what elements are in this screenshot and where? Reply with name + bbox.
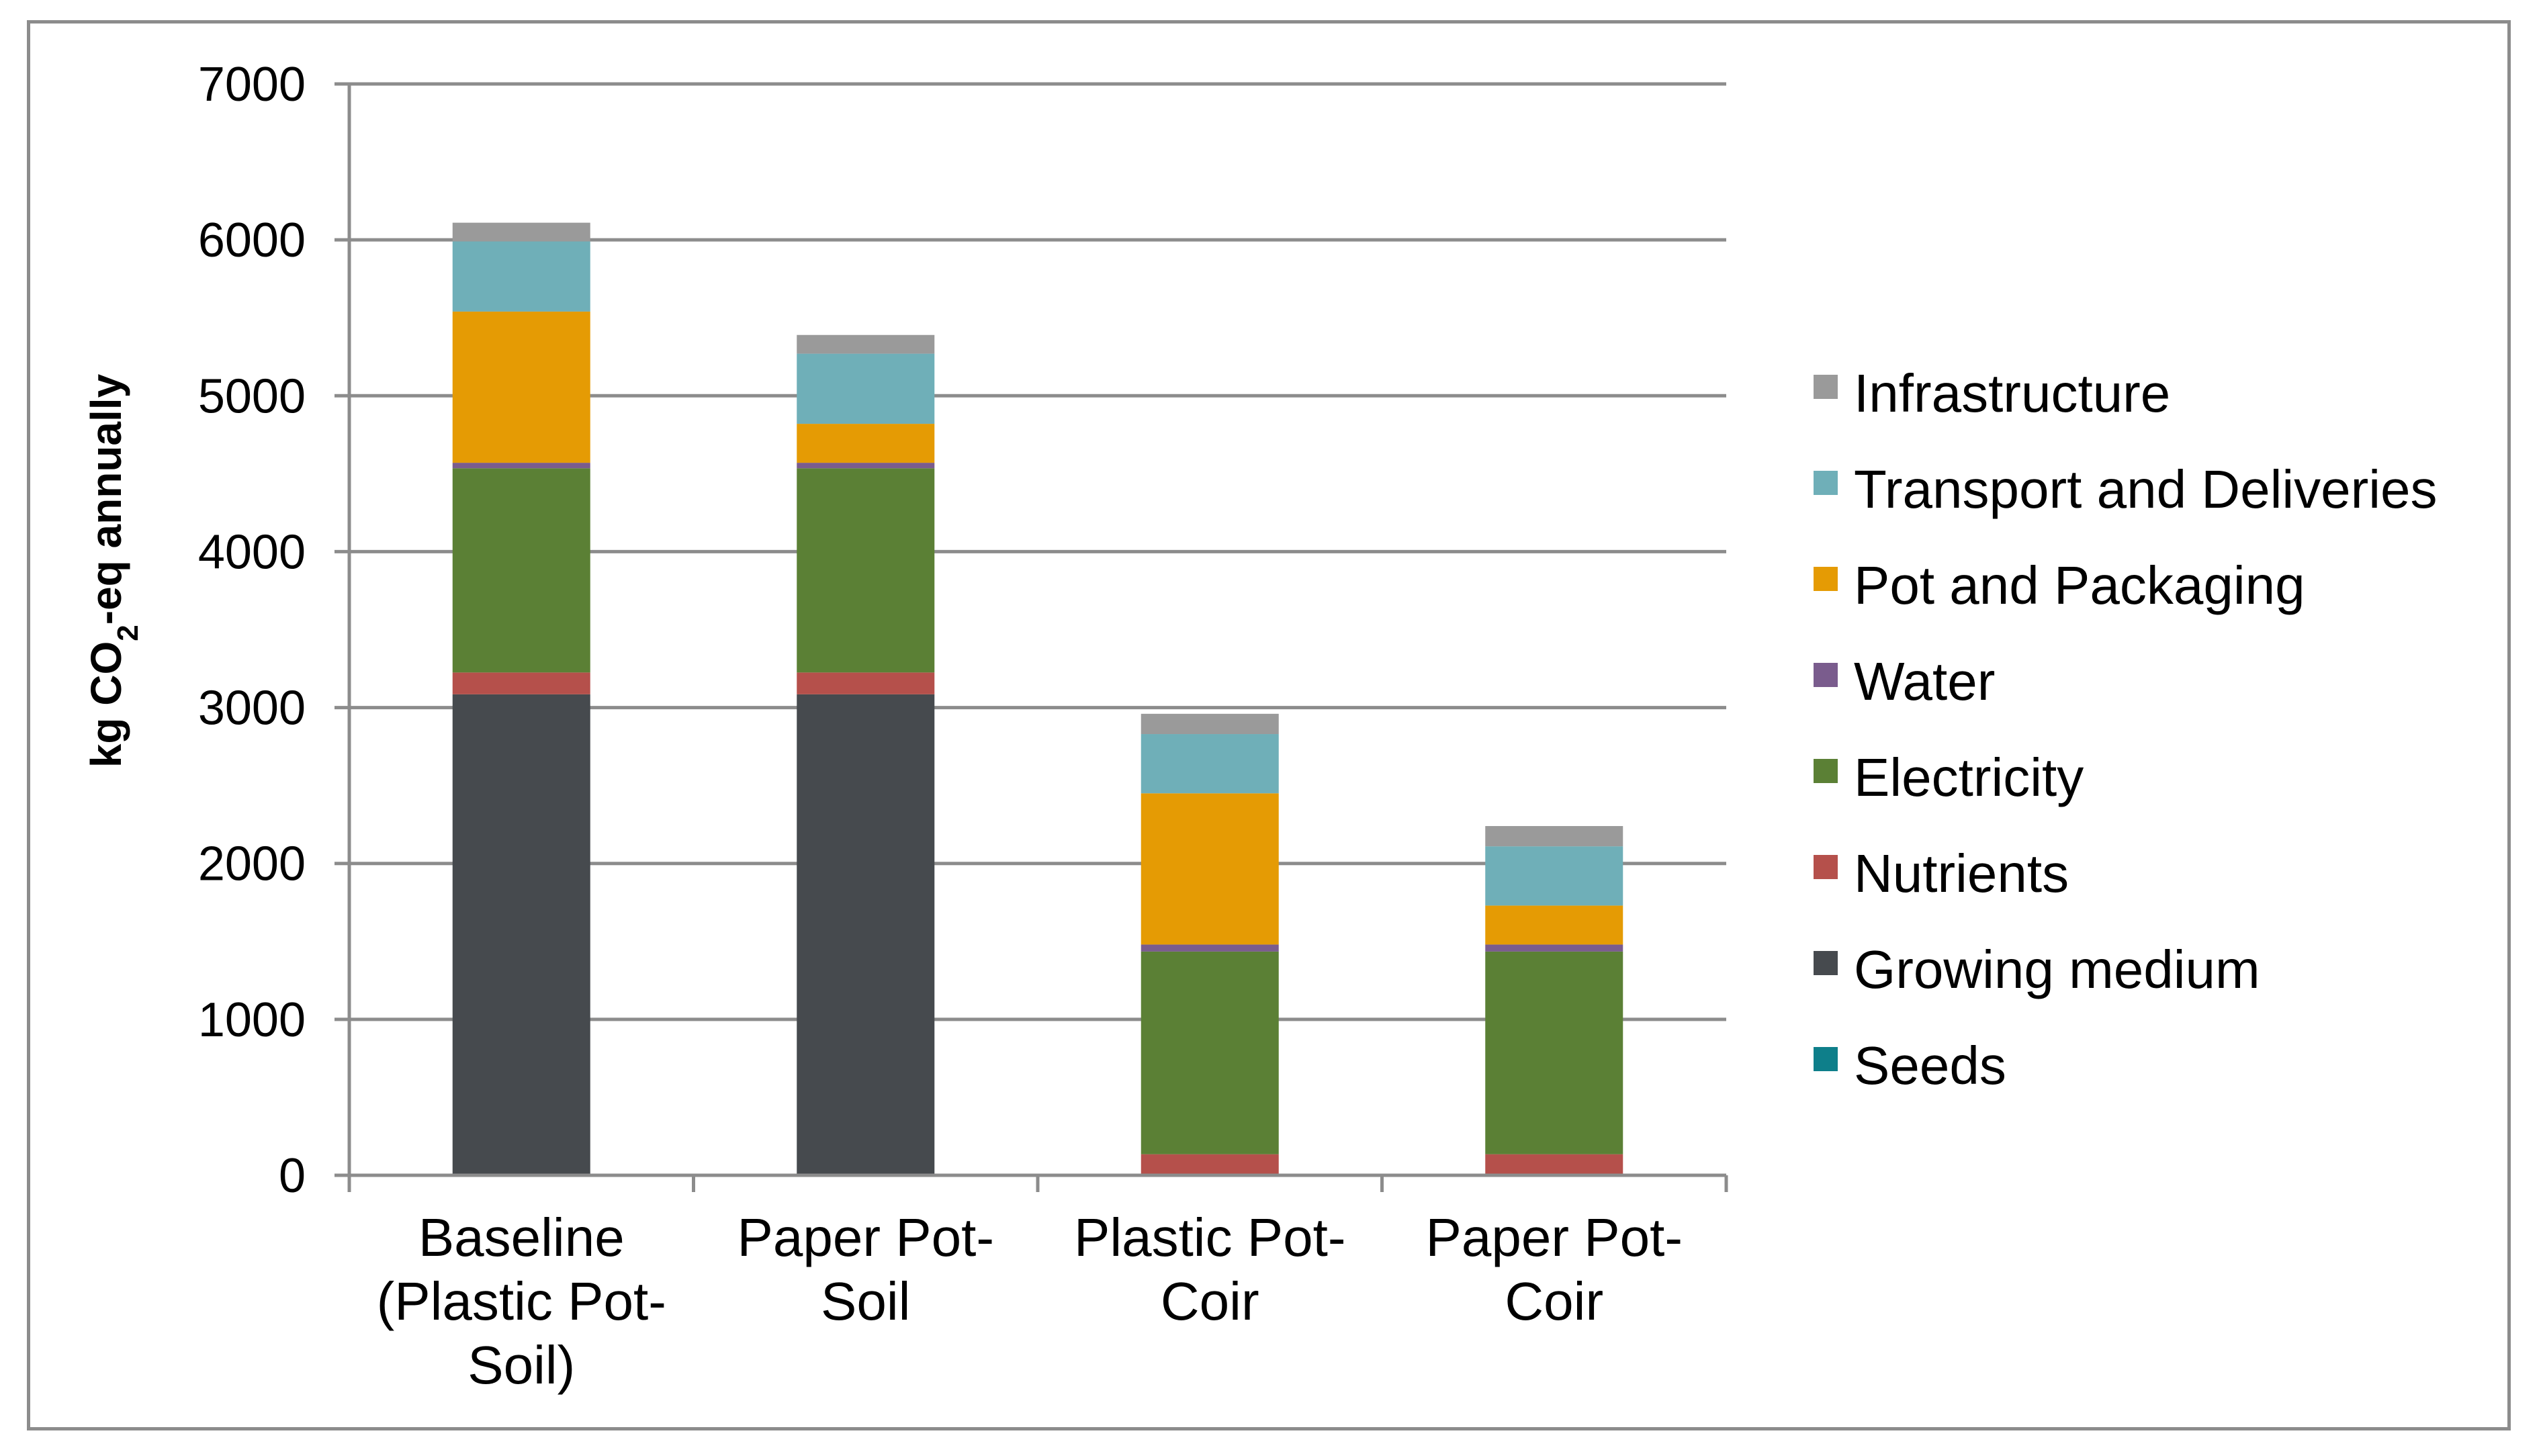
bar-segment-electricity <box>1485 951 1623 1154</box>
bar-segment-growing-medium <box>452 694 590 1175</box>
bar-segment-water <box>1141 944 1279 952</box>
y-axis-label: kg CO2-eq annually <box>82 373 144 768</box>
bar-segment-infrastructure <box>452 222 590 242</box>
axes <box>347 84 1728 1192</box>
legend-label: Nutrients <box>1854 844 2069 903</box>
y-tick-label: 4000 <box>198 525 306 579</box>
legend-swatch <box>1814 567 1838 591</box>
bar-segment-infrastructure <box>797 334 935 354</box>
bar-segment-nutrients <box>1485 1154 1623 1175</box>
legend-swatch <box>1814 855 1838 879</box>
legend-swatch <box>1814 951 1838 975</box>
legend: Infrastructure Transport and Deliveries Po… <box>1814 363 2438 1095</box>
bar-segment-growing-medium <box>797 694 935 1175</box>
y-axis-label-sub: 2 <box>111 625 144 641</box>
legend-swatch <box>1814 1047 1838 1071</box>
bar-segment-infrastructure <box>1141 713 1279 735</box>
bar-segment-electricity <box>1141 951 1279 1154</box>
bar-segment-transport-and-deliveries <box>452 241 590 312</box>
x-category-label: Baseline <box>418 1208 625 1267</box>
legend-swatch <box>1814 663 1838 687</box>
y-axis-label-tail: -eq annually <box>82 373 130 625</box>
y-tick-label: 1000 <box>198 993 306 1047</box>
legend-swatch <box>1814 375 1838 399</box>
x-category-label: (Plastic Pot- <box>377 1271 666 1331</box>
y-tick-label: 7000 <box>198 58 306 111</box>
y-tick-label: 6000 <box>198 214 306 267</box>
y-tick-label: 5000 <box>198 369 306 423</box>
y-tick-label: 0 <box>279 1149 306 1203</box>
y-axis-label-main: kg CO <box>82 641 130 768</box>
bar-segment-transport-and-deliveries <box>1485 846 1623 906</box>
bar-segment-pot-and-packaging <box>797 424 935 463</box>
bar-segment-pot-and-packaging <box>1485 905 1623 945</box>
bar-segment-nutrients <box>1141 1154 1279 1175</box>
x-category-label: Soil) <box>467 1335 575 1395</box>
bar-segment-water <box>1485 944 1623 952</box>
legend-label: Pot and Packaging <box>1854 555 2305 615</box>
x-category-labels: Baseline(Plastic Pot-Soil)Paper Pot-Soil… <box>377 1208 1683 1395</box>
bar-segment-transport-and-deliveries <box>1141 734 1279 794</box>
bar-segment-electricity <box>797 468 935 673</box>
legend-label: Transport and Deliveries <box>1854 459 2438 519</box>
legend-swatch <box>1814 759 1838 783</box>
x-category-label: Coir <box>1161 1271 1259 1331</box>
bar-segment-nutrients <box>452 672 590 694</box>
bar-segment-transport-and-deliveries <box>797 353 935 424</box>
bar-segment-water <box>797 463 935 469</box>
y-tick-label: 3000 <box>198 682 306 735</box>
y-tick-labels: 0 1000 2000 3000 4000 5000 6000 7000 <box>198 58 306 1203</box>
bar-segment-nutrients <box>797 672 935 694</box>
legend-swatch <box>1814 471 1838 495</box>
y-tick-label: 2000 <box>198 837 306 891</box>
bar-segment-water <box>452 463 590 469</box>
bar-segment-infrastructure <box>1485 826 1623 847</box>
x-category-label: Paper Pot- <box>1426 1208 1683 1267</box>
bar-segment-pot-and-packaging <box>452 311 590 463</box>
legend-label: Electricity <box>1854 747 2084 807</box>
bar-segment-electricity <box>452 468 590 673</box>
x-category-label: Soil <box>821 1271 910 1331</box>
legend-label: Infrastructure <box>1854 363 2170 423</box>
legend-label: Seeds <box>1854 1036 2006 1095</box>
legend-label: Growing medium <box>1854 940 2260 999</box>
x-category-label: Coir <box>1505 1271 1603 1331</box>
x-category-label: Paper Pot- <box>738 1208 994 1267</box>
bars <box>452 222 1623 1175</box>
x-category-label: Plastic Pot- <box>1074 1208 1346 1267</box>
bar-segment-pot-and-packaging <box>1141 793 1279 945</box>
legend-label: Water <box>1854 651 1995 711</box>
